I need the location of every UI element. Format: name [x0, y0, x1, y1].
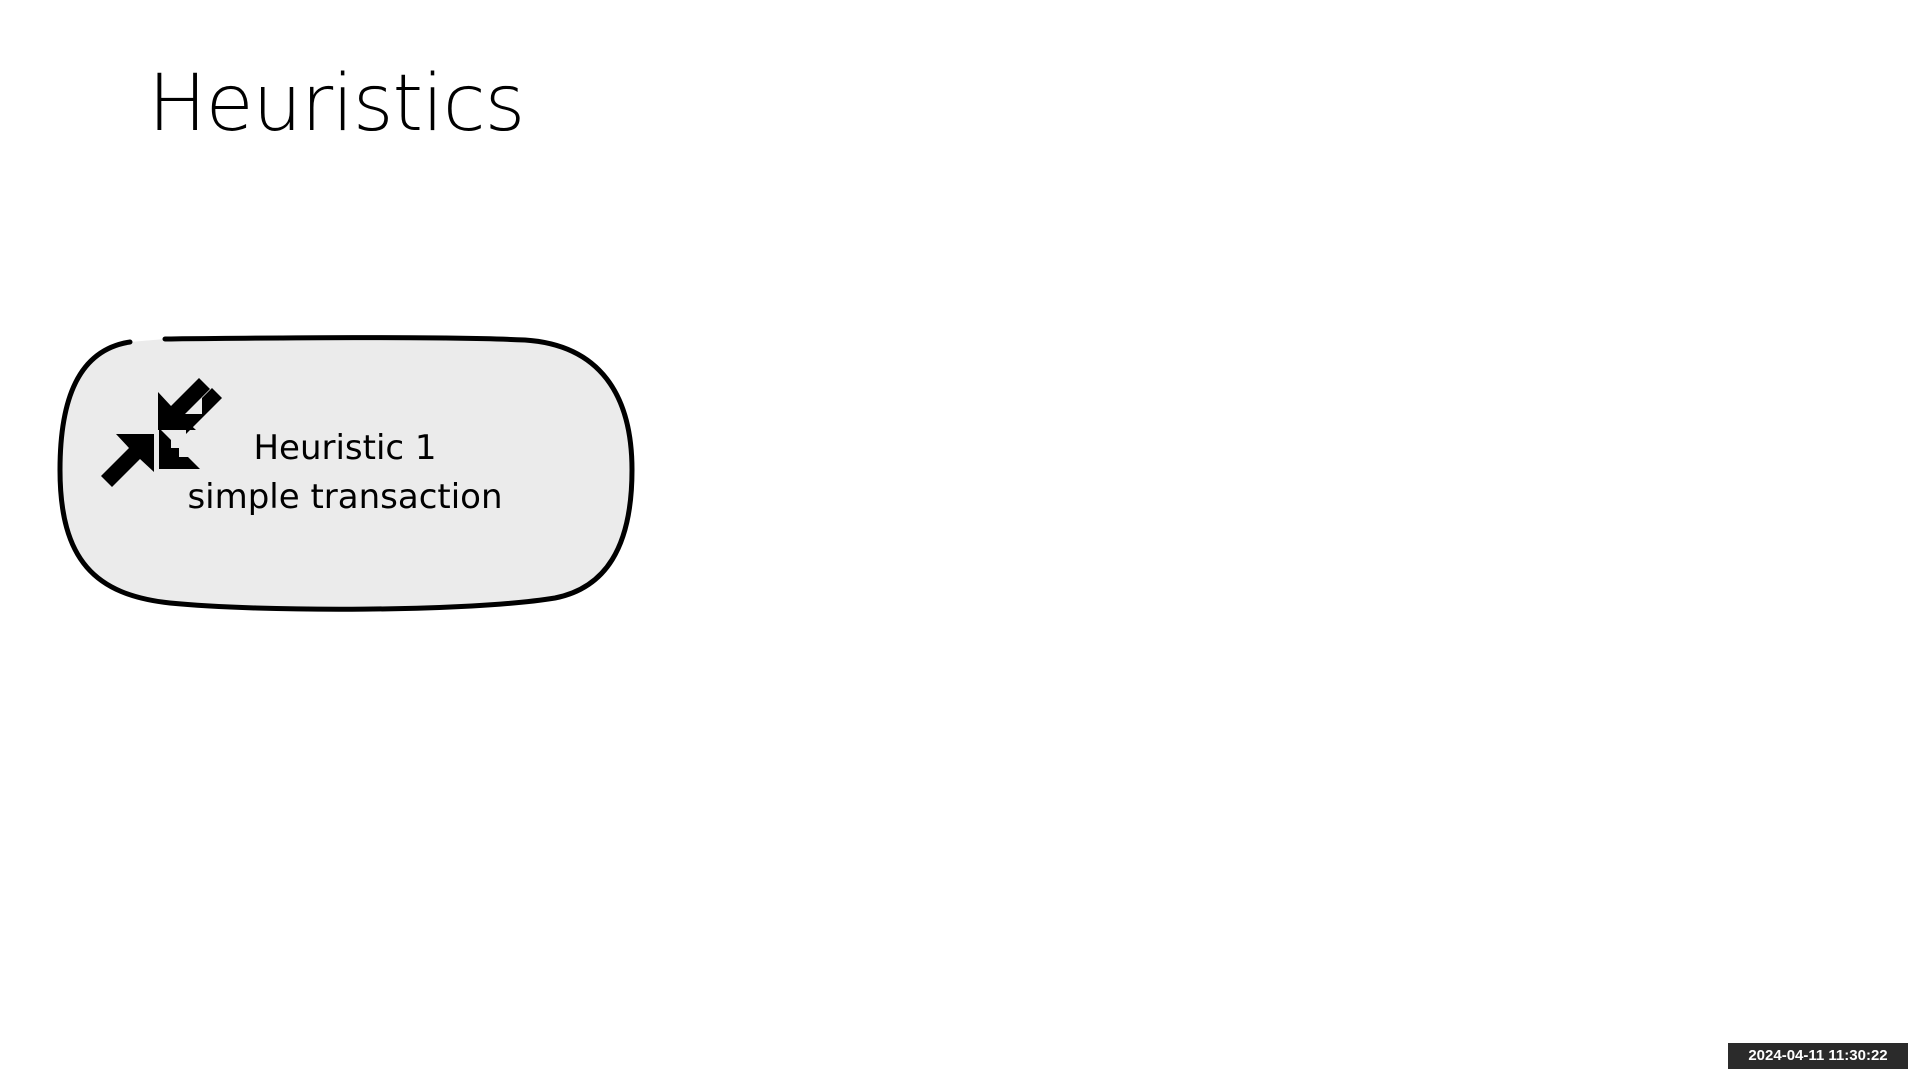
timestamp-overlay: 2024-04-11 11:30:22 [1728, 1043, 1908, 1069]
slide-title: Heuristics [148, 59, 525, 149]
collapse-arrows-icon [101, 378, 222, 487]
heuristic-card-text: Heuristic 1 simple transaction [160, 424, 530, 522]
heuristic-card-subtitle: simple transaction [187, 477, 503, 517]
heuristic-card-title: Heuristic 1 [253, 428, 437, 468]
